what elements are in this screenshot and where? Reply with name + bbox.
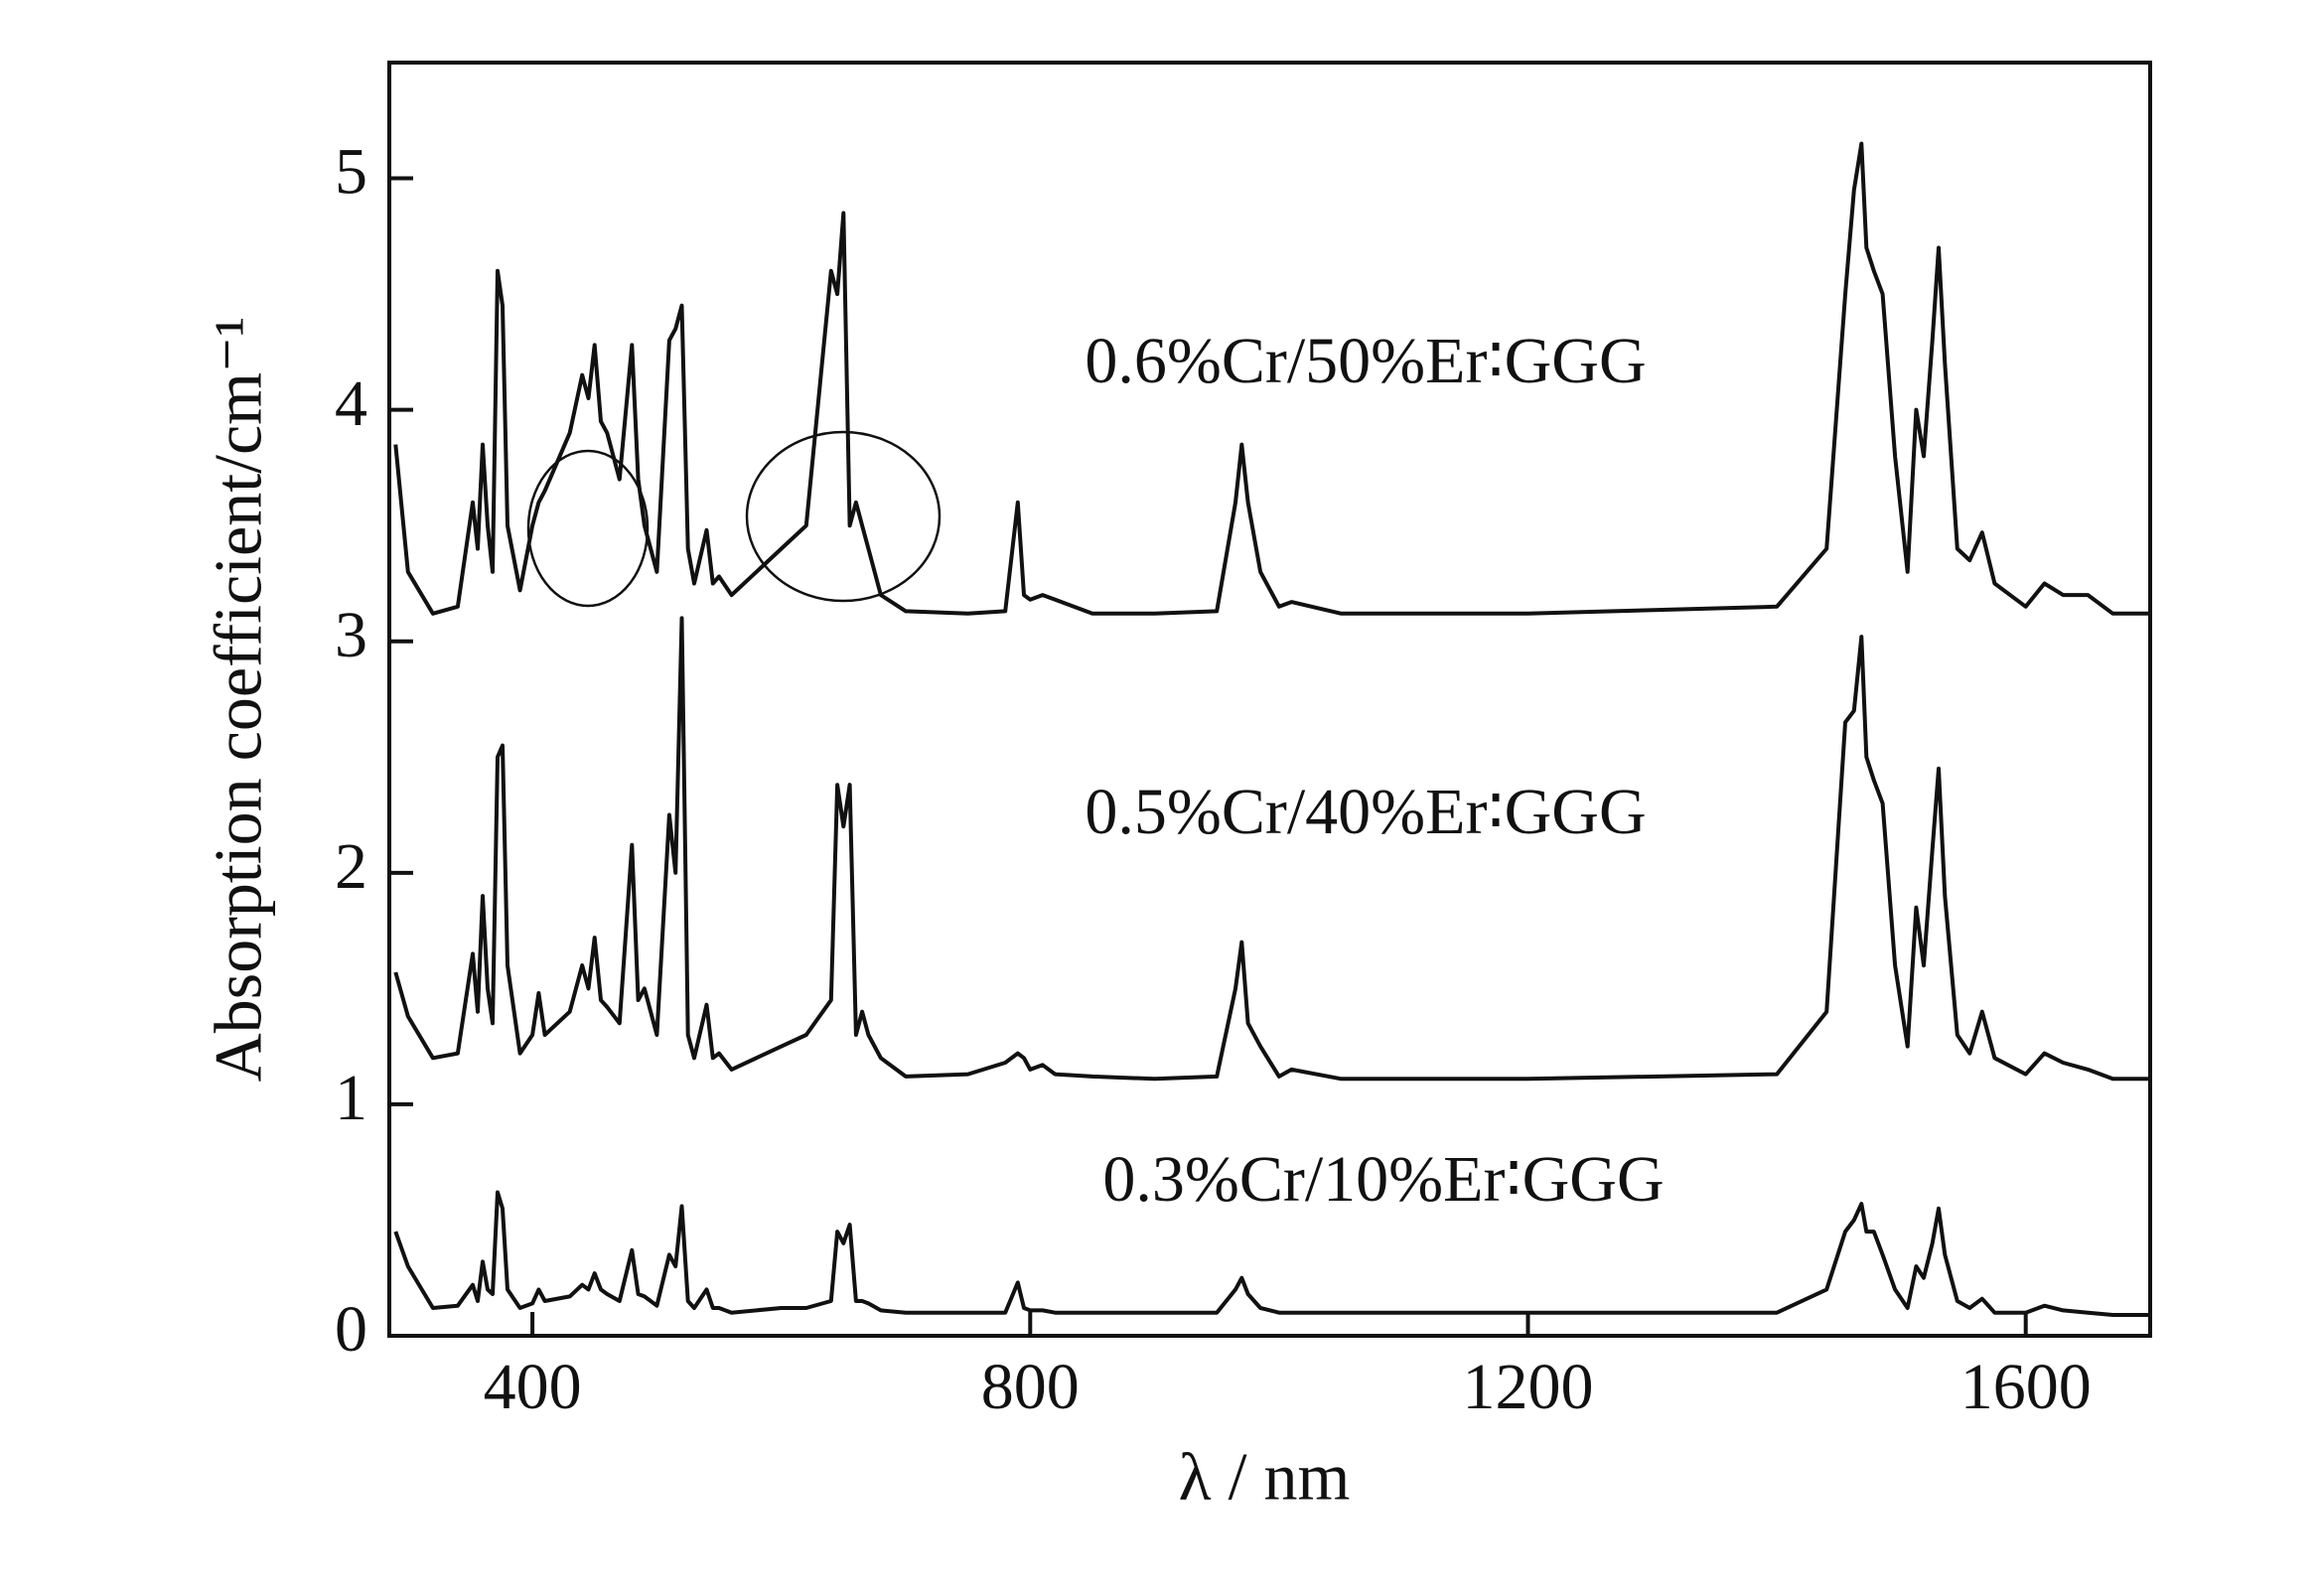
- y-axis-label: Absorption coefficient/cm⁻¹: [201, 317, 276, 1083]
- y-tick-label: 4: [335, 367, 367, 440]
- series-label: 0.5%Cr/40%Er∶GGG: [1085, 776, 1646, 848]
- series-line: [393, 141, 2150, 616]
- y-tick-label: 5: [335, 136, 367, 209]
- series-label: 0.6%Cr/50%Er∶GGG: [1085, 325, 1646, 397]
- x-tick-label: 1200: [1462, 1351, 1593, 1423]
- y-tick-label: 3: [335, 599, 367, 671]
- y-tick-label: 1: [335, 1062, 367, 1134]
- highlight-circle: [526, 449, 650, 608]
- highlight-circle: [745, 430, 942, 603]
- plot-frame: [387, 61, 2152, 1338]
- x-tick-label: 400: [484, 1351, 582, 1423]
- x-axis-label: λ / nm: [1179, 1439, 1351, 1515]
- x-tick-label: 800: [981, 1351, 1080, 1423]
- series-label: 0.3%Cr/10%Er∶GGG: [1102, 1143, 1664, 1216]
- series-line: [393, 616, 2150, 1082]
- y-tick-label: 0: [335, 1293, 367, 1366]
- y-tick-label: 2: [335, 830, 367, 903]
- x-tick-label: 1600: [1960, 1351, 2092, 1423]
- series-line: [393, 1190, 2150, 1317]
